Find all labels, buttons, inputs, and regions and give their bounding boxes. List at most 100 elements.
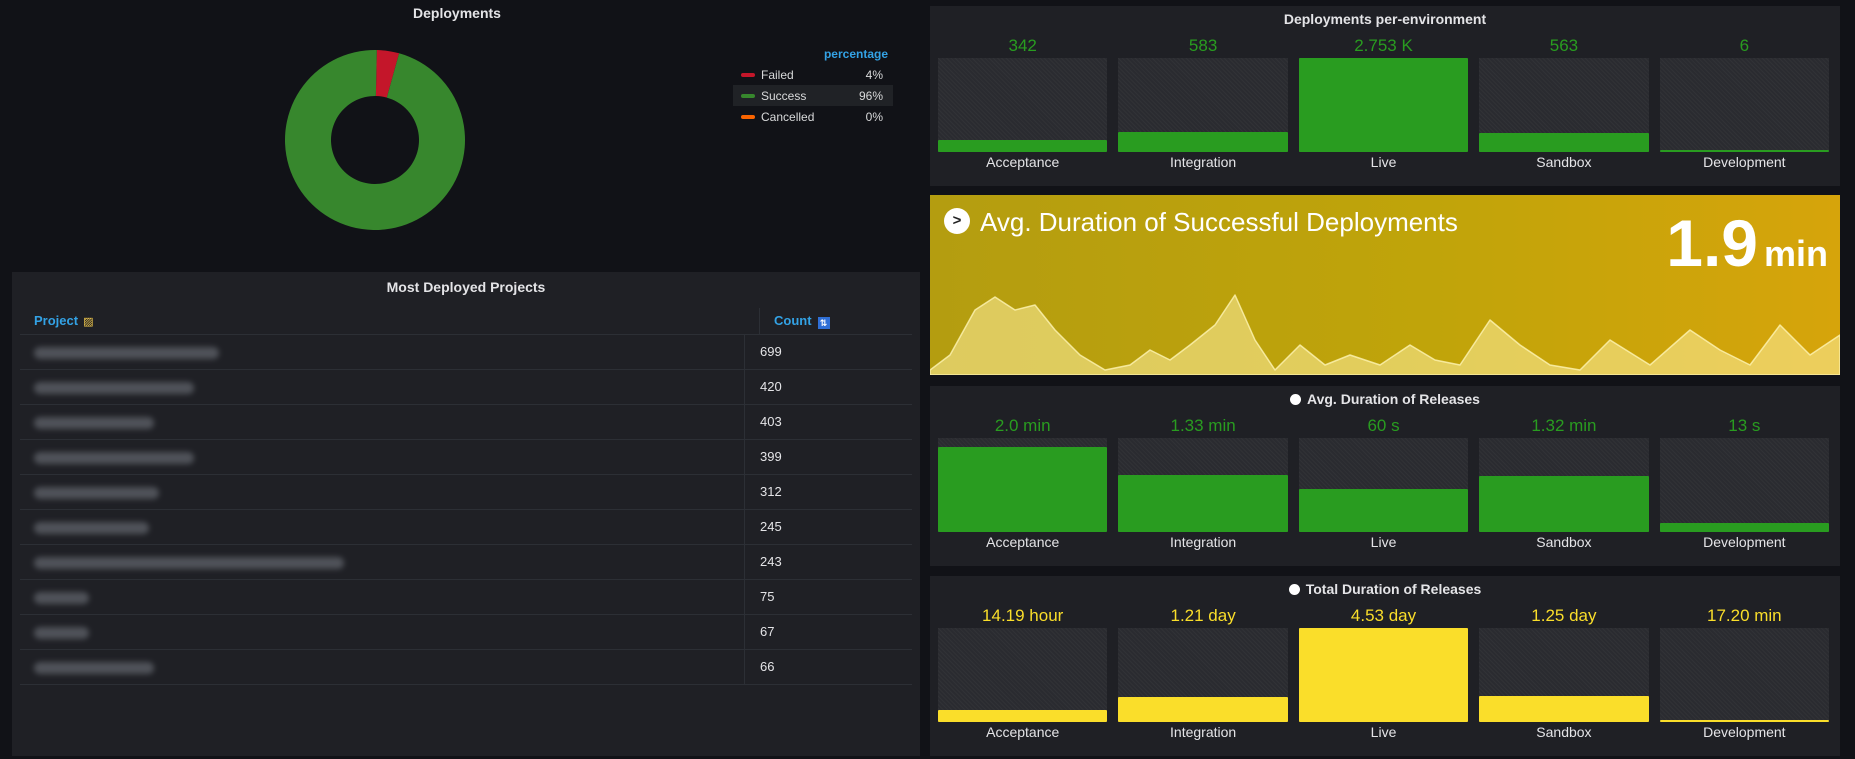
gauge-track	[1118, 438, 1288, 532]
table-row[interactable]: 312	[20, 475, 912, 510]
gauge-value: 2.753 K	[1354, 36, 1413, 55]
gauge-live[interactable]: 4.53 day Live	[1298, 604, 1469, 742]
gauge-track	[1659, 58, 1830, 152]
table-row[interactable]: 67	[20, 615, 912, 650]
project-name-redacted	[20, 510, 745, 544]
stopwatch-icon	[1288, 584, 1300, 595]
gauge-track	[938, 58, 1108, 152]
count-cell: 243	[760, 554, 782, 569]
most-deployed-projects-panel: Most Deployed Projects Project ▨ Count ⇅ 6…	[12, 272, 920, 756]
gauge-integration[interactable]: 1.21 day Integration	[1118, 604, 1288, 742]
gauge-label: Live	[1370, 724, 1397, 740]
gauge-track	[1479, 438, 1649, 532]
legend-item-failed[interactable]: Failed 4%	[733, 64, 893, 85]
gauge-label: Integration	[1170, 154, 1237, 170]
gauge-track	[1659, 628, 1830, 722]
stat-number: 1.9	[1666, 206, 1758, 280]
pie-slice-success[interactable]	[285, 50, 465, 230]
gauge-label: Integration	[1170, 724, 1237, 740]
gauge-track	[938, 628, 1108, 722]
gauge-track	[1479, 628, 1649, 722]
project-name-redacted	[20, 545, 745, 579]
column-header-project[interactable]: Project ▨	[20, 308, 760, 334]
gauge-fill	[1479, 696, 1649, 722]
table-row[interactable]: 245	[20, 510, 912, 545]
count-cell: 420	[760, 379, 782, 394]
gauge-value: 4.53 day	[1350, 606, 1417, 625]
gauge-value: 1.21 day	[1170, 606, 1236, 625]
legend-value: 96%	[858, 88, 883, 103]
project-name-redacted	[20, 440, 745, 474]
avg-duration-releases-panel: Avg. Duration of Releases 2.0 min Accepta…	[930, 386, 1840, 566]
count-cell: 403	[760, 414, 782, 429]
legend-label: Failed	[761, 67, 794, 82]
deployments-donut-chart[interactable]	[285, 50, 465, 230]
gauge-sandbox[interactable]: 1.25 day Sandbox	[1479, 604, 1649, 742]
gauge-fill	[1479, 475, 1649, 532]
project-name-redacted	[20, 405, 745, 439]
total-releases-bar-gauge: 14.19 hour Acceptance 1.21 day Integration 4…	[938, 604, 1840, 742]
gauge-live[interactable]: 60 s Live	[1298, 414, 1469, 552]
gauge-sandbox[interactable]: 1.32 min Sandbox	[1479, 414, 1649, 552]
gauge-label: Acceptance	[986, 534, 1060, 550]
stopwatch-icon	[1290, 394, 1301, 405]
deployments-title: Deployments	[413, 5, 501, 21]
gauge-sandbox[interactable]: 563 Sandbox	[1479, 34, 1649, 172]
gauge-track	[1298, 438, 1469, 532]
table-row[interactable]: 403	[20, 405, 912, 440]
gauge-fill	[1298, 489, 1469, 532]
table-row[interactable]: 420	[20, 370, 912, 405]
gauge-fill	[1298, 628, 1469, 722]
project-name-redacted	[20, 615, 745, 649]
gauge-label: Acceptance	[986, 724, 1060, 740]
gauge-development[interactable]: 17.20 min Development	[1659, 604, 1830, 742]
total-releases-title-text: Total Duration of Releases	[1305, 581, 1482, 597]
column-header-label: Project	[34, 313, 79, 328]
gauge-development[interactable]: 13 s Development	[1659, 414, 1830, 552]
project-name-redacted	[20, 335, 745, 369]
project-name-redacted	[20, 650, 745, 684]
gauge-label: Development	[1703, 154, 1786, 170]
gauge-value: 2.0 min	[994, 416, 1051, 435]
per-env-title: Deployments per-environment	[1283, 11, 1487, 27]
gauge-live[interactable]: 2.753 K Live	[1298, 34, 1469, 172]
gauge-value: 17.20 min	[1706, 606, 1782, 625]
gauge-integration[interactable]: 583 Integration	[1118, 34, 1288, 172]
total-duration-releases-panel: Total Duration of Releases 14.19 hour Acc…	[930, 576, 1840, 756]
table-row[interactable]: 699	[20, 335, 912, 370]
gauge-fill	[938, 446, 1108, 532]
gauge-label: Acceptance	[986, 154, 1060, 170]
gauge-development[interactable]: 6 Development	[1659, 34, 1830, 172]
column-header-count[interactable]: Count ⇅	[760, 308, 830, 334]
table-row[interactable]: 243	[20, 545, 912, 580]
gauge-fill	[1659, 150, 1830, 152]
legend-item-cancelled[interactable]: Cancelled 0%	[733, 106, 893, 127]
gauge-track	[1659, 438, 1830, 532]
table-row[interactable]: 399	[20, 440, 912, 475]
legend-header[interactable]: percentage	[823, 47, 888, 61]
count-cell: 67	[760, 624, 775, 639]
stat-title: Avg. Duration of Successful Deployments	[980, 207, 1458, 237]
legend-item-success[interactable]: Success 96%	[733, 85, 893, 106]
failed-swatch	[741, 72, 755, 77]
gauge-fill	[938, 709, 1108, 722]
table-row[interactable]: 66	[20, 650, 912, 685]
stat-unit: min	[1763, 233, 1828, 274]
table-row[interactable]: 75	[20, 580, 912, 615]
stat-value: 1.9 min	[1666, 205, 1828, 281]
gauge-value: 342	[1008, 36, 1037, 55]
avg-releases-title-text: Avg. Duration of Releases	[1307, 391, 1480, 407]
gauge-fill	[938, 140, 1108, 152]
gauge-acceptance[interactable]: 342 Acceptance	[938, 34, 1108, 172]
gauge-label: Sandbox	[1536, 154, 1592, 170]
gauge-integration[interactable]: 1.33 min Integration	[1118, 414, 1288, 552]
gauge-acceptance[interactable]: 14.19 hour Acceptance	[938, 604, 1108, 742]
avg-duration-successful-deployments-panel: > Avg. Duration of Successful Deployment…	[930, 195, 1840, 375]
pie-slice-failed[interactable]	[375, 50, 400, 98]
gauge-fill	[1659, 522, 1830, 532]
gauge-acceptance[interactable]: 2.0 min Acceptance	[938, 414, 1108, 552]
duration-sparkline	[930, 294, 1840, 375]
project-name-redacted	[20, 580, 745, 614]
gauge-label: Live	[1370, 154, 1397, 170]
gauge-label: Sandbox	[1536, 724, 1592, 740]
